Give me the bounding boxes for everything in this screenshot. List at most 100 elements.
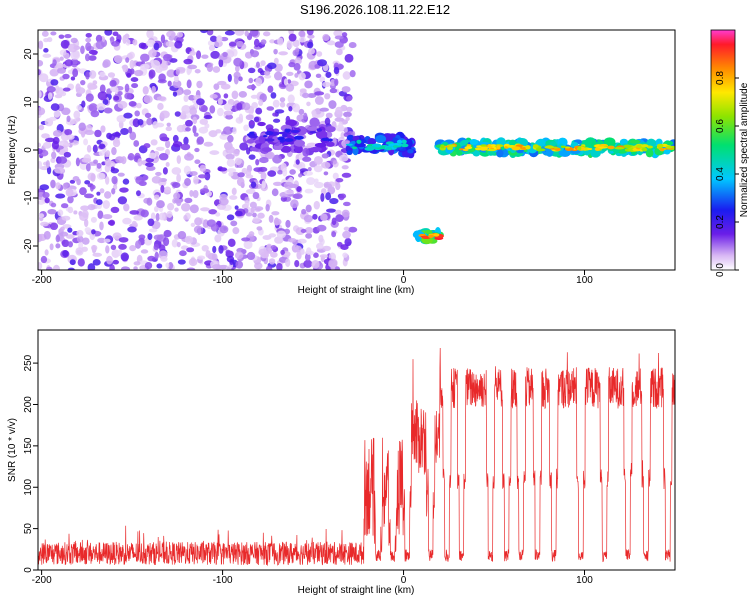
noise-blob <box>285 219 291 228</box>
noise-blob <box>250 50 260 58</box>
noise-blob <box>184 177 191 187</box>
noise-blob <box>256 226 263 231</box>
track-core-main-track <box>449 144 456 148</box>
noise-blob <box>102 60 109 69</box>
noise-blob <box>55 243 61 249</box>
noise-blob <box>343 226 350 231</box>
noise-blob <box>162 167 168 175</box>
noise-blob <box>289 169 296 175</box>
noise-blob <box>227 168 237 173</box>
noise-blob <box>142 85 149 95</box>
noise-blob <box>188 258 198 267</box>
noise-blob <box>162 53 172 62</box>
noise-blob <box>236 102 243 111</box>
noise-blob <box>148 152 157 159</box>
noise-blob <box>50 103 60 111</box>
noise-blob <box>50 179 56 189</box>
noise-blob <box>147 218 155 227</box>
noise-blob <box>113 95 120 101</box>
track-core-main-track <box>641 147 648 152</box>
track-blob-main-track <box>469 138 479 146</box>
track-core-main-track <box>560 145 567 148</box>
noise-blob <box>253 167 263 173</box>
noise-blob <box>159 133 168 141</box>
noise-blob <box>212 66 221 73</box>
noise-blob <box>135 190 141 197</box>
track-blob-main-track <box>509 139 517 146</box>
noise-blob <box>334 78 339 87</box>
noise-blob <box>59 56 64 61</box>
noise-blob <box>234 30 245 36</box>
noise-blob <box>73 210 78 215</box>
noise-blob <box>148 49 157 58</box>
noise-blob <box>183 165 191 175</box>
noise-blob <box>42 192 50 199</box>
noise-blob <box>55 234 61 243</box>
noise-blob <box>287 94 295 104</box>
noise-blob <box>194 147 200 153</box>
noise-blob <box>122 217 132 225</box>
noise-blob <box>119 187 129 193</box>
noise-blob <box>341 209 350 218</box>
noise-blob <box>104 158 112 167</box>
colorbar-gradient <box>710 29 736 271</box>
noise-blob <box>176 124 185 133</box>
noise-blob <box>38 262 43 270</box>
noise-blob <box>95 40 105 50</box>
noise-blob <box>57 156 68 164</box>
track-core-mid-track <box>385 146 393 151</box>
noise-blob <box>85 37 92 43</box>
noise-blob <box>223 93 229 99</box>
track-blob-mid-track <box>407 148 414 154</box>
noise-blob <box>70 76 76 81</box>
track-core-main-track <box>623 144 632 148</box>
noise-blob <box>320 213 328 222</box>
noise-blob <box>218 197 229 206</box>
noise-blob <box>233 57 243 67</box>
noise-blob <box>156 263 163 269</box>
noise-blob <box>328 258 338 268</box>
noise-blob <box>174 207 179 212</box>
track-core-early-track <box>277 136 285 141</box>
noise-blob <box>201 54 209 59</box>
noise-blob <box>252 191 260 200</box>
noise-blob <box>338 121 344 130</box>
noise-blob <box>172 79 182 89</box>
noise-blob <box>173 75 179 83</box>
track-core-early-track <box>309 130 317 134</box>
bottom-x-tick-label: -100 <box>213 575 233 586</box>
noise-blob <box>110 206 120 214</box>
noise-blob <box>39 184 50 191</box>
noise-blob <box>245 212 253 217</box>
noise-blob <box>156 146 165 151</box>
noise-blob <box>204 171 211 181</box>
noise-blob <box>222 51 228 58</box>
noise-blob <box>118 237 129 243</box>
noise-blob <box>125 57 130 63</box>
noise-blob <box>185 119 193 127</box>
noise-blob <box>311 259 320 269</box>
noise-blob <box>145 162 154 167</box>
noise-blob <box>341 32 348 37</box>
noise-blob <box>223 103 233 111</box>
noise-blob <box>66 115 71 123</box>
noise-blob <box>42 141 52 149</box>
noise-blob <box>91 244 98 251</box>
colorbar-tick-label: 0.0 <box>715 263 726 277</box>
noise-blob <box>105 245 110 254</box>
colorbar-label: Normalized spectral amplitude <box>739 82 750 217</box>
noise-blob <box>159 244 166 253</box>
noise-blob <box>172 141 183 148</box>
track-blob-early-track <box>326 141 335 147</box>
noise-blob <box>167 80 172 87</box>
noise-blob <box>303 259 313 268</box>
noise-blob <box>126 72 132 78</box>
noise-blob <box>249 201 257 209</box>
noise-blob <box>50 157 56 164</box>
noise-blob <box>97 210 104 219</box>
noise-blob <box>186 67 191 76</box>
top-y-tick-label: -20 <box>23 238 34 253</box>
track-blob-main-track <box>558 150 571 157</box>
noise-blob <box>109 264 115 270</box>
noise-blob <box>184 197 193 204</box>
